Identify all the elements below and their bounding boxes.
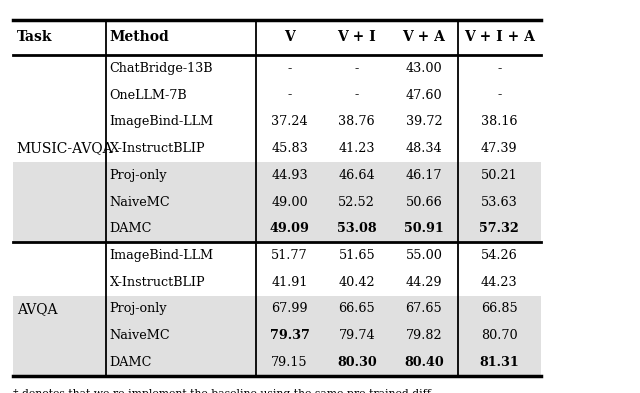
Text: 66.65: 66.65 <box>339 302 375 316</box>
Bar <box>13 242 541 269</box>
Text: 39.72: 39.72 <box>406 115 442 129</box>
Bar <box>13 269 541 296</box>
Text: 55.00: 55.00 <box>406 249 442 262</box>
Text: 47.60: 47.60 <box>406 88 442 102</box>
Bar <box>13 20 541 55</box>
Text: 80.30: 80.30 <box>337 356 377 369</box>
Bar <box>13 296 541 322</box>
Text: 44.29: 44.29 <box>406 275 442 289</box>
Text: 50.91: 50.91 <box>404 222 444 235</box>
Text: 45.83: 45.83 <box>271 142 308 155</box>
Text: 48.34: 48.34 <box>406 142 442 155</box>
Text: 54.26: 54.26 <box>481 249 518 262</box>
Text: 49.00: 49.00 <box>271 195 308 209</box>
Text: 81.31: 81.31 <box>479 356 519 369</box>
Text: 53.08: 53.08 <box>337 222 376 235</box>
Text: 43.00: 43.00 <box>406 62 442 75</box>
Text: 53.63: 53.63 <box>481 195 518 209</box>
Text: 38.16: 38.16 <box>481 115 518 129</box>
Bar <box>13 349 541 376</box>
Text: 49.09: 49.09 <box>269 222 310 235</box>
Text: 44.93: 44.93 <box>271 169 308 182</box>
Text: 79.15: 79.15 <box>271 356 308 369</box>
Text: -: - <box>497 88 501 102</box>
Text: 41.23: 41.23 <box>339 142 375 155</box>
Bar <box>13 55 541 82</box>
Text: ImageBind-LLM: ImageBind-LLM <box>109 115 214 129</box>
Text: 38.76: 38.76 <box>339 115 375 129</box>
Text: 51.77: 51.77 <box>271 249 308 262</box>
Bar <box>13 108 541 135</box>
Text: 79.82: 79.82 <box>406 329 442 342</box>
Text: 67.65: 67.65 <box>406 302 442 316</box>
Text: 51.65: 51.65 <box>339 249 375 262</box>
Text: † denotes that we re-implement the baseline using the same pre-trained diff: † denotes that we re-implement the basel… <box>13 389 431 393</box>
Text: 46.17: 46.17 <box>406 169 442 182</box>
Text: NaiveMC: NaiveMC <box>109 195 170 209</box>
Text: MUSIC-AVQA: MUSIC-AVQA <box>17 141 113 156</box>
Text: V + I: V + I <box>337 30 376 44</box>
Text: 50.66: 50.66 <box>406 195 442 209</box>
Text: -: - <box>355 88 359 102</box>
Text: -: - <box>355 62 359 75</box>
Text: 80.40: 80.40 <box>404 356 444 369</box>
Bar <box>13 135 541 162</box>
Bar <box>13 82 541 108</box>
Text: DAMC: DAMC <box>109 356 152 369</box>
Text: ImageBind-LLM: ImageBind-LLM <box>109 249 214 262</box>
Text: 46.64: 46.64 <box>339 169 375 182</box>
Text: -: - <box>287 62 292 75</box>
Bar <box>13 322 541 349</box>
Text: 50.21: 50.21 <box>481 169 518 182</box>
Text: 79.74: 79.74 <box>339 329 375 342</box>
Text: 40.42: 40.42 <box>339 275 375 289</box>
Text: V + I + A: V + I + A <box>464 30 534 44</box>
Text: V + A: V + A <box>403 30 445 44</box>
Text: 52.52: 52.52 <box>339 195 375 209</box>
Text: X-InstructBLIP: X-InstructBLIP <box>109 142 205 155</box>
Text: 67.99: 67.99 <box>271 302 308 316</box>
Text: OneLLM-7B: OneLLM-7B <box>109 88 187 102</box>
Text: -: - <box>287 88 292 102</box>
Text: 41.91: 41.91 <box>271 275 308 289</box>
Text: NaiveMC: NaiveMC <box>109 329 170 342</box>
Text: 57.32: 57.32 <box>479 222 519 235</box>
Text: 79.37: 79.37 <box>269 329 310 342</box>
Text: ChatBridge-13B: ChatBridge-13B <box>109 62 213 75</box>
Bar <box>13 189 541 215</box>
Bar <box>13 162 541 189</box>
Text: X-InstructBLIP: X-InstructBLIP <box>109 275 205 289</box>
Text: -: - <box>497 62 501 75</box>
Bar <box>13 215 541 242</box>
Text: 47.39: 47.39 <box>481 142 518 155</box>
Text: DAMC: DAMC <box>109 222 152 235</box>
Text: 37.24: 37.24 <box>271 115 308 129</box>
Text: Proj-only: Proj-only <box>109 169 167 182</box>
Text: Task: Task <box>17 30 52 44</box>
Text: AVQA: AVQA <box>17 302 57 316</box>
Text: Method: Method <box>109 30 169 44</box>
Text: V: V <box>284 30 295 44</box>
Text: 80.70: 80.70 <box>481 329 518 342</box>
Text: Proj-only: Proj-only <box>109 302 167 316</box>
Text: 66.85: 66.85 <box>481 302 518 316</box>
Text: 44.23: 44.23 <box>481 275 518 289</box>
